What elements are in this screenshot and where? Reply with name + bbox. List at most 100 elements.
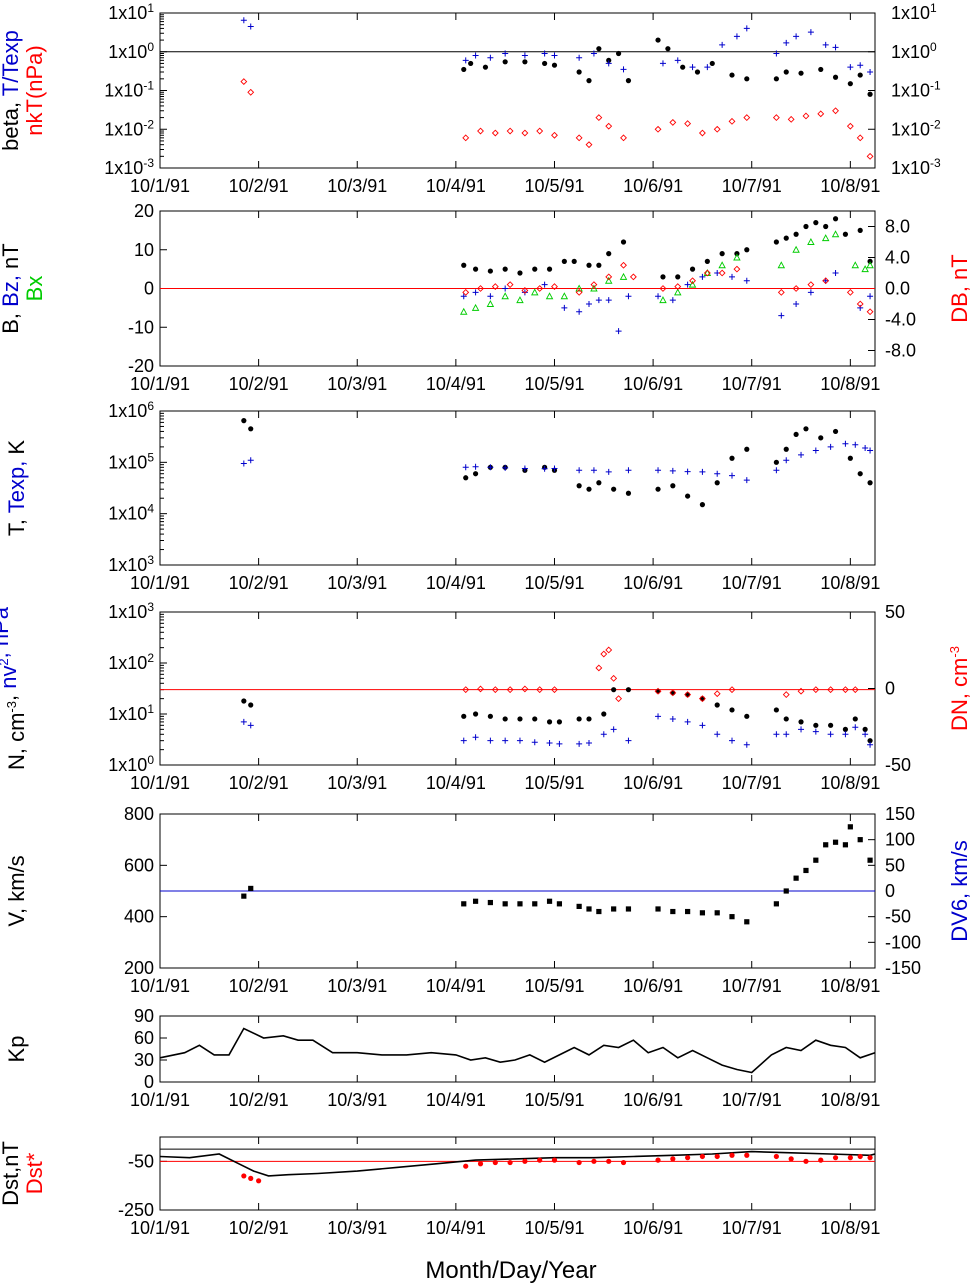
y-tick-label: 1x103 (108, 553, 154, 575)
data-point (605, 122, 613, 130)
data-point (694, 69, 701, 75)
data-point (556, 719, 563, 725)
data-point (783, 457, 790, 464)
data-point (595, 664, 603, 672)
y-right-tick-label: 0.0 (885, 279, 910, 299)
panel-temp: 10/1/91 10/2/91 10/3/91 10/4/91 10/5/91 10/6/… (4, 399, 880, 593)
x-tick-label: 10/2/91 (229, 1218, 289, 1238)
data-point (852, 716, 858, 722)
data-point (832, 107, 839, 115)
data-point (659, 60, 666, 67)
data-point (714, 1153, 720, 1160)
data-point (620, 66, 627, 73)
x-tick-label: 10/4/91 (426, 773, 486, 793)
data-point (611, 906, 617, 912)
data-point (659, 296, 667, 304)
data-point (719, 41, 726, 48)
y-tick-label: 600 (124, 855, 154, 875)
data-point (615, 50, 622, 57)
data-point (551, 686, 558, 694)
series-line (159, 1150, 876, 1177)
data-point (576, 467, 583, 474)
y-tick-label: 1x105 (108, 450, 154, 472)
y-tick-label: 20 (134, 201, 154, 221)
data-point (827, 686, 835, 694)
data-point (506, 127, 514, 135)
data-point (241, 1173, 247, 1179)
x-tick-label: 10/5/91 (524, 1218, 584, 1238)
y-axis-label: beta, T/Texp (0, 30, 23, 151)
data-point (487, 464, 494, 471)
data-point (240, 460, 247, 467)
data-point (586, 301, 592, 307)
data-point (248, 702, 254, 708)
y-right-tick-label: 1x10-3 (891, 156, 941, 178)
y-right-axis-label: DB, nT (947, 254, 972, 322)
data-point (783, 731, 790, 738)
data-point (842, 842, 849, 848)
data-point (620, 239, 627, 245)
data-point (773, 707, 779, 713)
data-point (743, 114, 751, 122)
data-point (502, 464, 509, 471)
data-point (847, 81, 853, 87)
data-point (536, 285, 544, 292)
data-point (793, 431, 799, 438)
x-tick-label: 10/5/91 (524, 176, 584, 196)
data-point (468, 60, 474, 67)
data-point (591, 1158, 597, 1164)
data-point (787, 115, 795, 123)
data-point (248, 885, 254, 892)
x-tick-label: 10/7/91 (722, 976, 782, 996)
data-point (532, 266, 538, 272)
data-point (792, 285, 800, 292)
data-point (502, 737, 509, 744)
y-tick-label: 1x104 (108, 502, 154, 524)
data-point (847, 1155, 853, 1161)
y-tick-label: 1x101 (108, 702, 154, 724)
y-tick-label: 1x106 (108, 399, 154, 421)
data-point (541, 281, 548, 288)
data-point (714, 731, 721, 738)
data-point (531, 739, 538, 746)
data-point (605, 273, 613, 281)
data-point (867, 1155, 873, 1161)
x-tick-label: 10/2/91 (229, 374, 289, 394)
y-right-tick-label: 150 (885, 804, 915, 824)
data-point (773, 239, 779, 245)
data-point (783, 888, 789, 894)
series-0 (241, 824, 873, 925)
y-right-tick-label: -50 (885, 755, 911, 775)
data-point (477, 127, 484, 135)
x-tick-label: 10/5/91 (524, 1090, 584, 1110)
data-point (459, 307, 468, 315)
data-point (718, 261, 726, 269)
x-tick-label: 10/6/91 (623, 573, 683, 593)
y-right-axis-label: DN, cm-3 (947, 646, 972, 731)
data-point (857, 62, 864, 69)
data-point (699, 696, 706, 702)
series-0 (159, 1150, 876, 1177)
data-point (788, 1156, 794, 1162)
data-point (813, 857, 819, 863)
y-tick-label: -250 (118, 1200, 154, 1220)
data-point (669, 467, 676, 474)
y-tick-label: 200 (124, 958, 154, 978)
y-axis-label: B, Bz, nT (0, 243, 23, 334)
data-point (610, 674, 618, 682)
data-point (561, 258, 567, 264)
data-point (615, 328, 622, 335)
data-point (867, 293, 874, 300)
x-tick-label: 10/1/91 (130, 374, 190, 394)
data-point (729, 914, 735, 920)
y-tick-label: -20 (128, 356, 154, 376)
data-point (521, 52, 528, 59)
data-point (502, 50, 509, 57)
x-tick-label: 10/8/91 (820, 374, 880, 394)
panel-density: 10/1/91 10/2/91 10/3/91 10/4/91 10/5/91 10/6/… (0, 600, 972, 793)
data-point (852, 724, 859, 731)
data-point (685, 1155, 691, 1161)
data-point (590, 50, 597, 57)
series-1 (240, 17, 874, 76)
data-point (842, 231, 849, 237)
